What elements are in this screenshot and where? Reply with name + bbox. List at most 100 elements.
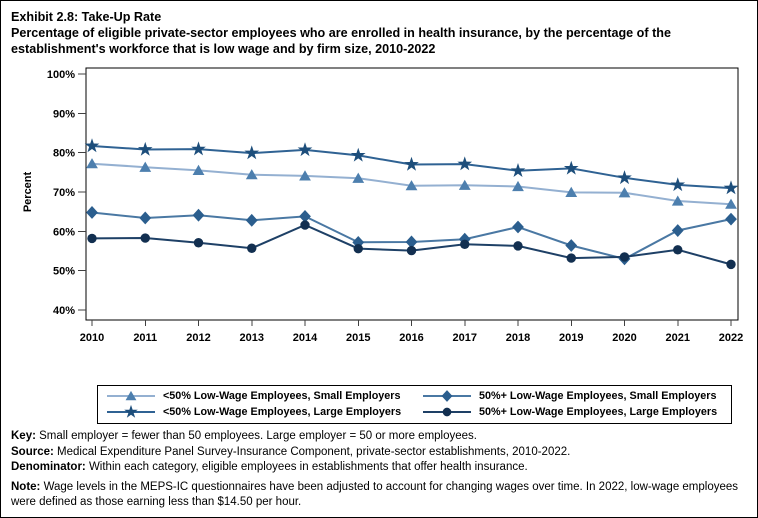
- circle-marker: [140, 233, 150, 243]
- footnote: Key: Small employer = fewer than 50 empl…: [11, 429, 753, 445]
- y-axis-label: Percent: [22, 171, 34, 212]
- star-marker: [84, 138, 100, 153]
- chart-header: Exhibit 2.8: Take-Up Rate Percentage of …: [11, 9, 753, 57]
- circle-marker: [406, 245, 417, 256]
- y-tick-label: 90%: [53, 108, 75, 120]
- legend-item: 50%+ Low-Wage Employees, Small Employers: [422, 388, 727, 404]
- y-tick-label: 40%: [53, 305, 75, 317]
- diamond-marker: [512, 220, 524, 234]
- triangle-marker: [139, 161, 152, 172]
- legend-marker-sample: [107, 404, 155, 418]
- circle-marker: [619, 252, 630, 262]
- circle-marker: [566, 253, 576, 263]
- x-tick-label: 2018: [506, 332, 530, 344]
- star-marker: [457, 156, 473, 171]
- footnote-label: Key:: [11, 430, 36, 442]
- footnote-text: Small employer = fewer than 50 employees…: [35, 430, 477, 442]
- chart-legend: <50% Low-Wage Employees, Small Employers…: [97, 385, 732, 424]
- triangle-marker: [405, 180, 418, 191]
- diamond-marker: [86, 206, 98, 219]
- line-chart: 100% 90% 80% 70% 60% 50% 40% 2010 2011 2012 2013 20…: [22, 67, 743, 344]
- diamond-marker: [671, 224, 684, 237]
- diamond-marker: [245, 213, 258, 227]
- y-tick-label: 50%: [53, 266, 75, 278]
- x-tick-label: 2012: [186, 332, 210, 344]
- legend-label: <50% Low-Wage Employees, Large Employers: [163, 406, 402, 418]
- footnote: Source: Medical Expenditure Panel Survey…: [11, 445, 753, 461]
- triangle-marker: [299, 170, 311, 181]
- chart-subtitle: Percentage of eligible private-sector em…: [11, 26, 671, 56]
- y-tick-label: 100%: [47, 69, 75, 81]
- legend-marker-sample: [423, 390, 471, 402]
- diamond-marker: [725, 212, 737, 226]
- y-tick-label: 60%: [53, 226, 75, 238]
- legend-marker-sample: [107, 390, 155, 401]
- triangle-marker: [352, 172, 365, 183]
- diamond-marker: [352, 235, 365, 249]
- circle-marker: [87, 233, 97, 244]
- plot-area-border: [85, 67, 739, 321]
- footnote: Denominator: Within each category, eligi…: [11, 460, 753, 476]
- triangle-marker: [458, 179, 471, 190]
- x-tick-label: 2016: [399, 332, 423, 344]
- star-marker: [137, 141, 153, 156]
- diamond-marker: [565, 239, 578, 252]
- star-marker: [723, 180, 739, 195]
- x-tick-label: 2010: [80, 332, 104, 344]
- y-tick-label: 70%: [53, 187, 75, 199]
- footnote-label: Note:: [11, 480, 41, 493]
- triangle-marker: [725, 198, 737, 209]
- footnote-label: Denominator:: [11, 461, 86, 473]
- triangle-marker: [671, 195, 684, 206]
- circle-marker: [247, 243, 257, 253]
- x-tick-label: 2014: [293, 332, 318, 344]
- legend-label: <50% Low-Wage Employees, Small Employers: [163, 390, 401, 402]
- legend-item: 50%+ Low-Wage Employees, Large Employers: [422, 404, 727, 420]
- star-marker: [244, 145, 260, 160]
- circle-marker: [300, 220, 310, 230]
- footnote-label: Source:: [11, 445, 54, 458]
- star-marker: [617, 170, 632, 185]
- triangle-marker: [245, 169, 258, 180]
- legend-item: <50% Low-Wage Employees, Large Employers: [106, 404, 422, 420]
- diamond-marker: [458, 232, 471, 246]
- triangle-marker: [125, 390, 137, 401]
- x-tick-label: 2021: [666, 332, 690, 344]
- footnote-text: Within each category, eligible employees…: [85, 461, 528, 473]
- circle-marker: [442, 407, 452, 417]
- triangle-marker: [618, 187, 631, 198]
- legend-label: 50%+ Low-Wage Employees, Large Employers: [479, 406, 718, 418]
- y-tick-label: 80%: [53, 148, 75, 160]
- footnote-text: Medical Expenditure Panel Survey-Insuran…: [53, 445, 571, 458]
- triangle-marker: [192, 164, 205, 175]
- x-tick-label: 2019: [559, 332, 583, 344]
- triangle-marker: [86, 158, 98, 169]
- footnote-text: Wage levels in the MEPS-IC questionnaire…: [11, 480, 739, 509]
- diamond-marker: [441, 390, 453, 402]
- x-tick-label: 2022: [719, 332, 743, 344]
- triangle-marker: [565, 186, 578, 197]
- legend-item: <50% Low-Wage Employees, Small Employers: [106, 388, 422, 404]
- diamond-marker: [139, 211, 152, 225]
- star-marker: [404, 156, 419, 171]
- legend-label: 50%+ Low-Wage Employees, Small Employers: [479, 390, 717, 402]
- star-marker: [191, 141, 206, 156]
- diamond-marker: [299, 209, 311, 223]
- footnote: Note: Wage levels in the MEPS-IC questio…: [11, 480, 753, 511]
- x-tick-label: 2017: [453, 332, 477, 344]
- chart-title: Exhibit 2.8: Take-Up Rate: [11, 10, 162, 24]
- circle-marker: [460, 239, 470, 250]
- star-marker: [670, 177, 686, 192]
- star-marker: [124, 404, 138, 418]
- circle-marker: [726, 259, 736, 270]
- star-marker: [297, 142, 313, 157]
- circle-marker: [353, 243, 363, 254]
- x-tick-label: 2015: [346, 332, 370, 344]
- diamond-marker: [192, 208, 205, 222]
- diamond-marker: [405, 235, 418, 249]
- x-tick-label: 2020: [612, 332, 636, 344]
- chart-footnotes: Key: Small employer = fewer than 50 empl…: [11, 429, 753, 511]
- legend-marker-sample: [423, 407, 471, 417]
- circle-marker: [513, 241, 523, 251]
